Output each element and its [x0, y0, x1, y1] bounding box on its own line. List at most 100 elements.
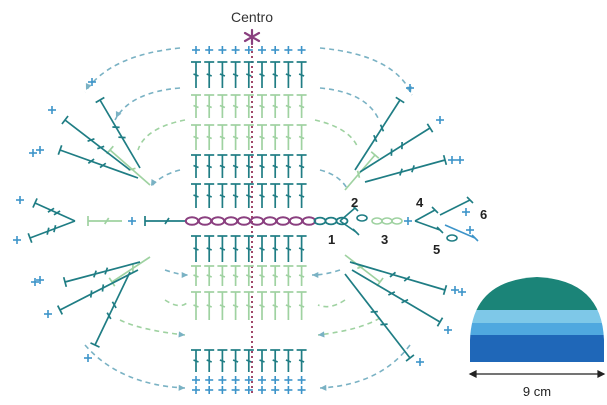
- step-loop: [446, 234, 458, 242]
- fan-stitch: [62, 261, 141, 288]
- arrow-head: [312, 271, 319, 279]
- chain-stitch: [197, 216, 213, 226]
- chain-stitch: [288, 216, 304, 226]
- arrow-head: [178, 331, 185, 338]
- arrow-head: [85, 83, 92, 90]
- fan-stitch: [144, 216, 185, 226]
- single-crochet: [44, 310, 52, 318]
- fan-stitch: [57, 145, 139, 179]
- step-loop: [381, 217, 393, 225]
- single-crochet-row: [192, 46, 306, 54]
- direction-arrow: [114, 87, 181, 121]
- step-loop: [371, 217, 383, 225]
- step-loop: [391, 217, 403, 225]
- fan-stitch: [90, 271, 131, 348]
- fan-stitch: [56, 269, 139, 315]
- single-crochet: [128, 217, 136, 225]
- fan-stitch: [108, 256, 151, 287]
- single-crochet: [406, 84, 414, 92]
- foundation-chain: [184, 216, 349, 226]
- single-crochet-row: [192, 376, 306, 384]
- single-crochet: [458, 288, 466, 296]
- swatch-stripe: [470, 323, 604, 335]
- direction-arrow: [319, 47, 413, 96]
- direction-arrow: [84, 344, 186, 389]
- arrow-head: [178, 384, 185, 391]
- direction-arrow: [319, 169, 349, 191]
- double-crochet-row: [191, 94, 307, 118]
- side-fans: [13, 78, 474, 366]
- swatch-stripe: [470, 277, 604, 310]
- swatch-stripe: [470, 335, 604, 362]
- swatch-stripe: [470, 310, 604, 323]
- direction-arrow: [84, 47, 181, 93]
- fan-stitch: [344, 151, 380, 191]
- step-stitch: [414, 220, 444, 234]
- fan-stitch: [27, 220, 76, 243]
- single-crochet: [466, 226, 474, 234]
- direction-arrow: [314, 119, 359, 149]
- chain-stitch: [210, 216, 226, 226]
- single-crochet: [13, 236, 21, 244]
- color-swatch: [470, 277, 604, 362]
- swatch-width-label: 9 cm: [523, 384, 551, 399]
- double-crochet-row: [191, 154, 307, 178]
- chain-stitch: [275, 216, 291, 226]
- single-crochet: [31, 278, 39, 286]
- direction-arrow: [137, 119, 186, 151]
- step-number-6: 6: [480, 207, 487, 222]
- width-measure: [468, 370, 606, 378]
- step-detail: [339, 196, 479, 242]
- step-number-1: 1: [328, 232, 335, 247]
- step-stitch: [339, 220, 360, 236]
- chain-stitch: [324, 216, 338, 226]
- center-label: Centro: [231, 9, 273, 25]
- direction-arrow: [149, 169, 181, 189]
- fan-stitch: [61, 115, 131, 171]
- fan-stitch: [354, 96, 405, 171]
- double-crochet-row: [191, 235, 307, 262]
- fan-stitch: [95, 96, 141, 169]
- chain-stitch: [335, 216, 349, 226]
- double-crochet-row: [191, 349, 307, 372]
- double-crochet-row: [191, 61, 307, 88]
- step-stitch: [339, 204, 359, 222]
- single-crochet: [88, 78, 96, 86]
- double-crochet-row: [191, 124, 307, 150]
- double-crochet-row: [191, 291, 307, 320]
- step-number-2: 2: [351, 195, 358, 210]
- step-number-3: 3: [381, 232, 388, 247]
- single-crochet: [84, 354, 92, 362]
- single-crochet: [404, 217, 412, 225]
- direction-arrow: [119, 319, 186, 336]
- stitch-grid: [191, 46, 307, 394]
- chain-stitch: [184, 216, 200, 226]
- direction-arrow: [319, 87, 379, 119]
- chain-stitch: [223, 216, 239, 226]
- step-stitch: [414, 206, 439, 222]
- fan-stitch: [359, 123, 434, 173]
- single-crochet: [36, 146, 44, 154]
- single-crochet: [48, 106, 56, 114]
- fan-stitch: [349, 261, 448, 296]
- fan-stitch: [87, 216, 122, 226]
- step-number-4: 4: [416, 195, 424, 210]
- step-loop: [356, 214, 368, 222]
- single-crochet: [436, 116, 444, 124]
- single-crochet: [29, 149, 37, 157]
- single-crochet: [462, 208, 470, 216]
- single-crochet: [16, 196, 24, 204]
- single-crochet-row: [192, 386, 306, 394]
- single-crochet: [444, 326, 452, 334]
- single-crochet: [36, 276, 44, 284]
- double-crochet-row: [191, 183, 307, 208]
- single-crochet: [451, 286, 459, 294]
- step-number-5: 5: [433, 242, 440, 257]
- direction-arrow: [164, 299, 189, 307]
- double-crochet-row: [191, 265, 307, 286]
- chain-stitch: [262, 216, 278, 226]
- arrow-head: [151, 179, 157, 186]
- arrow-head: [405, 86, 412, 93]
- arrow-head: [318, 331, 325, 338]
